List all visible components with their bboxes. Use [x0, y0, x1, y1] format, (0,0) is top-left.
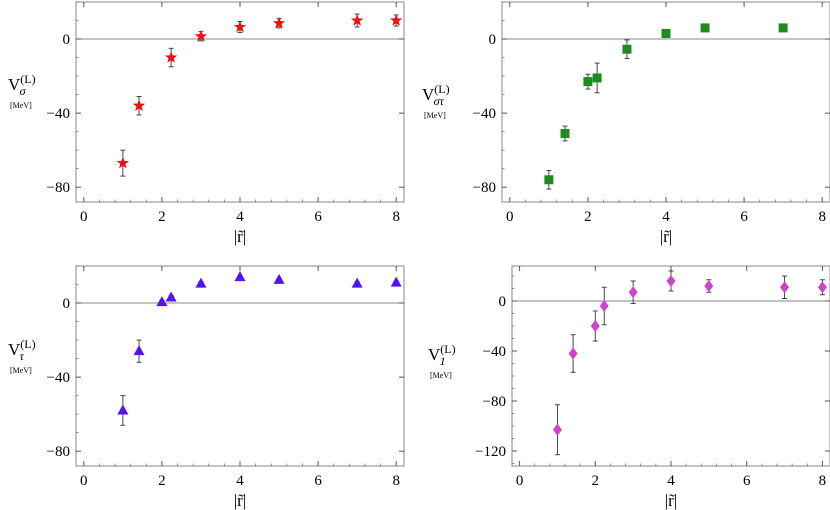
y-axis-unit: [MeV] [10, 366, 32, 375]
x-axis-label: |r̃| [660, 227, 672, 246]
y-tick-label: −40 [473, 106, 496, 122]
y-tick-label: −80 [47, 444, 70, 460]
data-point [568, 347, 578, 360]
x-tick-label: 8 [818, 209, 826, 225]
x-tick-label: 2 [584, 209, 592, 225]
y-axis-label: V(L) σ [8, 72, 36, 98]
data-point [552, 423, 562, 436]
data-point [390, 14, 403, 26]
x-tick-label: 6 [314, 473, 322, 489]
x-tick-label: 8 [819, 473, 827, 489]
y-axis-unit: [MeV] [430, 371, 452, 380]
data-point [560, 128, 570, 138]
x-tick-label: 8 [392, 473, 400, 489]
x-tick-label: 4 [236, 473, 244, 489]
x-tick-label: 0 [506, 209, 514, 225]
data-point [590, 320, 600, 332]
x-tick-label: 2 [592, 473, 600, 489]
x-axis-label: |r̃| [234, 227, 246, 246]
x-axis-label: |r̃| [234, 491, 246, 510]
y-axis-label: V(L) τ [8, 337, 36, 363]
y-tick-label: −40 [47, 106, 70, 122]
data-point [164, 51, 178, 63]
data-point [592, 73, 602, 83]
data-point [116, 156, 130, 169]
y-tick-label: −80 [473, 180, 496, 196]
x-tick-label: 0 [80, 473, 88, 489]
y-tick-label: −80 [483, 394, 506, 410]
y-axis-label: V(L) 1 [428, 342, 456, 368]
x-tick-label: 6 [743, 473, 751, 489]
data-point [156, 296, 168, 307]
x-tick-label: 6 [314, 209, 322, 225]
x-tick-label: 8 [392, 209, 400, 225]
data-point [780, 281, 790, 294]
panel-v-sigma-tau: 0 2 4 6 8 0 −40 −80 |r̃| V(L) στ [MeV] [422, 1, 830, 246]
x-tick-label: 4 [667, 473, 675, 489]
panel-v-1: 0 2 4 6 8 0 −40 −80 −120 |r̃| V(L) 1 [MeV] [428, 265, 830, 510]
y-tick-label: −80 [47, 180, 70, 196]
data-point [194, 29, 208, 42]
data-point [350, 14, 364, 26]
data-point [195, 277, 207, 288]
data-point [599, 300, 609, 312]
y-axis-label: V(L) στ [422, 82, 450, 108]
data-point [272, 16, 286, 29]
plot-frame [511, 265, 830, 467]
y-axis-unit: [MeV] [10, 101, 32, 110]
x-tick-label: 4 [236, 209, 244, 225]
y-tick-label: 0 [63, 32, 71, 48]
x-tick-label: 0 [80, 209, 88, 225]
y-axis-unit: [MeV] [424, 111, 446, 120]
plot-frame [75, 265, 405, 467]
data-point [117, 404, 129, 415]
x-tick-label: 6 [740, 209, 748, 225]
y-tick-label: −40 [47, 370, 70, 386]
data-point [583, 77, 593, 87]
data-point [704, 280, 714, 292]
data-point [700, 23, 710, 33]
data-point [165, 291, 177, 302]
data-point [133, 345, 145, 356]
panel-v-tau: 0 2 4 6 8 0 −40 −80 |r̃| V(L) τ [MeV] [8, 265, 405, 510]
data-point [817, 281, 827, 294]
data-point [544, 175, 554, 185]
x-tick-label: 0 [516, 473, 524, 489]
y-tick-label: 0 [489, 32, 497, 48]
x-tick-label: 4 [662, 209, 670, 225]
data-point [273, 273, 285, 284]
data-point [628, 286, 638, 299]
x-tick-label: 2 [158, 209, 166, 225]
panel-v-sigma: 0 2 4 6 8 0 −40 −80 |r̃| V(L) σ [MeV] [8, 1, 405, 246]
x-axis-label: |r̃| [665, 491, 677, 510]
y-tick-label: 0 [63, 296, 71, 312]
data-point [351, 277, 363, 288]
data-point [666, 275, 676, 287]
data-point [661, 28, 671, 38]
x-tick-label: 2 [158, 473, 166, 489]
data-point [233, 20, 247, 33]
data-point [390, 276, 402, 287]
y-tick-label: 0 [499, 294, 507, 310]
y-tick-label: −40 [483, 344, 506, 360]
data-point [622, 44, 632, 54]
y-tick-label: −120 [475, 444, 506, 460]
data-point [234, 271, 246, 282]
data-point [778, 23, 788, 33]
data-point [132, 99, 146, 111]
